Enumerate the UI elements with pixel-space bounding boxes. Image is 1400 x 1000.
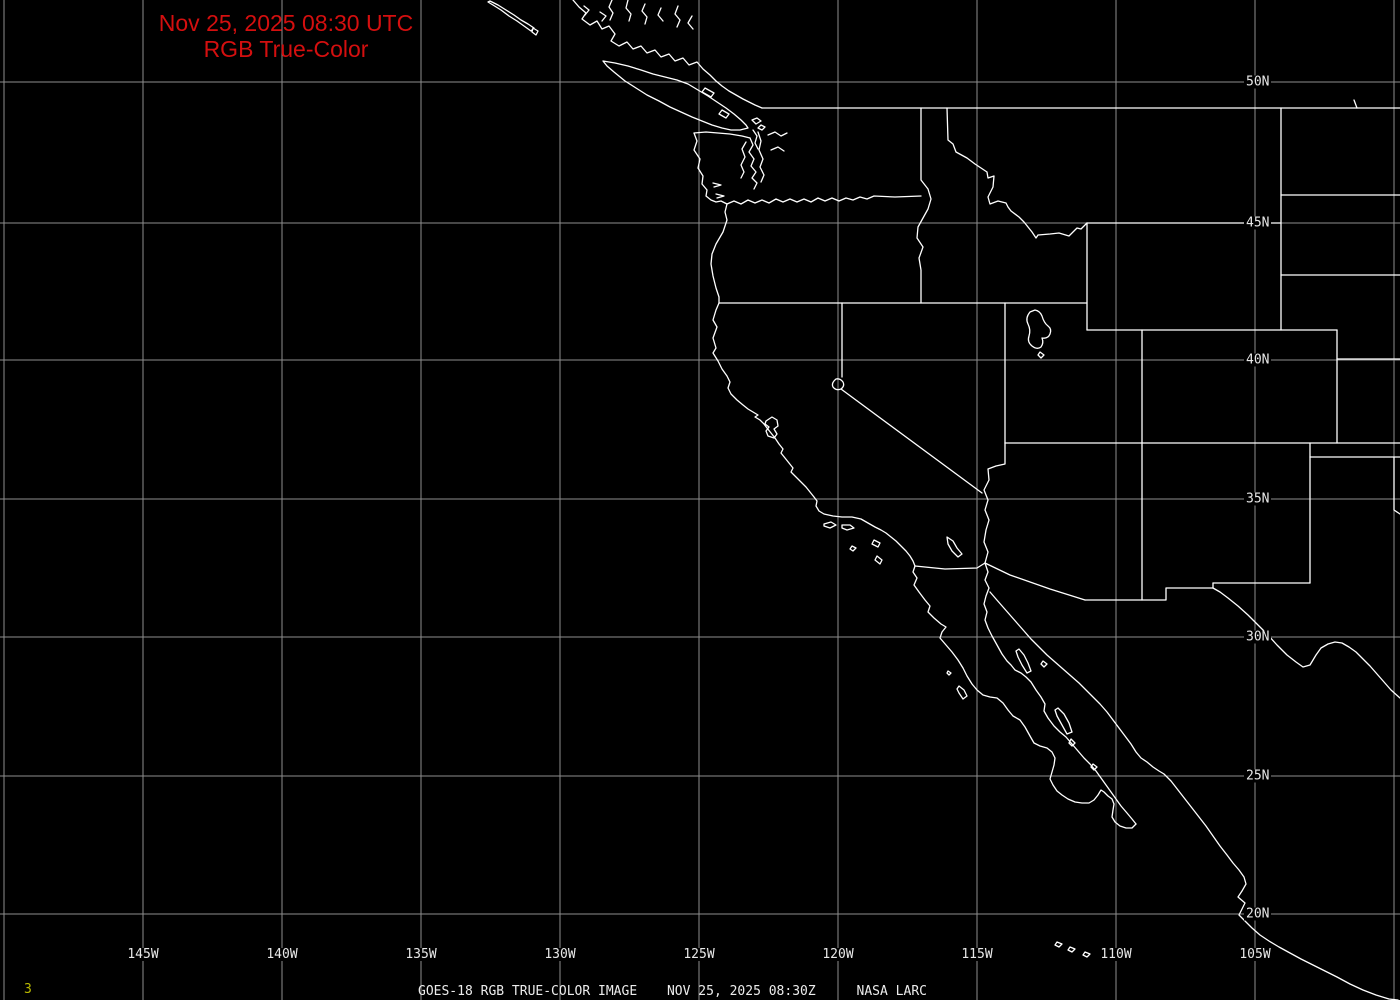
- latitude-label: 35N: [1244, 491, 1272, 507]
- wa-coast: [693, 132, 728, 205]
- bc-island-chain: [487, 0, 539, 36]
- latitude-label: 20N: [1244, 906, 1272, 922]
- gulf-of-california-islands: [1015, 648, 1098, 771]
- longitude-label: 130W: [542, 947, 578, 962]
- puget-sound: [740, 129, 765, 190]
- image-caption: GOES-18 RGB TRUE-COLOR IMAGE NOV 25, 202…: [418, 985, 927, 998]
- longitude-label: 115W: [959, 947, 995, 962]
- rio-grande: [1212, 587, 1400, 699]
- az-mexico-border: [984, 562, 1086, 601]
- bc-fjords: [583, 0, 694, 30]
- islas-marias: [1054, 941, 1091, 958]
- latitude-label: 45N: [1244, 215, 1272, 231]
- longitude-label: 105W: [1237, 947, 1273, 962]
- baja-gulf-coast: [983, 562, 1137, 825]
- tx-panhandle-100w: [1393, 456, 1400, 515]
- caption-datetime: NOV 25, 2025 08:30Z: [666, 984, 816, 999]
- longitude-label: 125W: [681, 947, 717, 962]
- puget-rivers: [767, 131, 788, 152]
- ca-nv-diagonal-border: [840, 388, 983, 494]
- caption-product: GOES-18 RGB TRUE-COLOR IMAGE: [418, 984, 638, 999]
- vancouver-island: [602, 60, 749, 131]
- us-mexico-border-ca: [914, 562, 986, 570]
- sonora-sinaloa-coast: [989, 591, 1399, 1000]
- nm-bootheel-border: [1084, 582, 1214, 601]
- longitude-label: 120W: [820, 947, 856, 962]
- caption-credit: NASA LARC: [856, 984, 927, 999]
- colorado-river-nv-az-ca: [983, 442, 1006, 564]
- latitude-label: 50N: [1244, 74, 1272, 90]
- salton-sea: [946, 536, 963, 558]
- latitude-label: 40N: [1244, 352, 1272, 368]
- cedros-island: [946, 670, 968, 700]
- channel-islands: [823, 521, 883, 565]
- or-ca-coast: [710, 203, 916, 567]
- columbia-river-wa-or-border: [726, 195, 922, 205]
- wa-id-border-snake-river: [916, 107, 932, 304]
- longitude-label: 135W: [403, 947, 439, 962]
- great-salt-lake: [1026, 309, 1052, 359]
- product-name-text: RGB True-Color: [203, 36, 369, 62]
- timestamp-overlay: Nov 25, 2025 08:30 UTC RGB True-Color: [150, 10, 422, 62]
- latitude-label: 30N: [1244, 629, 1272, 645]
- georgia-strait-islands: [701, 87, 766, 131]
- frame-number: 3: [24, 982, 32, 997]
- border-river-tick: [1353, 99, 1358, 109]
- longitude-label: 145W: [125, 947, 161, 962]
- san-francisco-bay: [764, 416, 779, 439]
- timestamp-text: Nov 25, 2025 08:30 UTC: [158, 10, 414, 36]
- bc-mainland-coast: [572, 0, 763, 109]
- longitude-label: 140W: [264, 947, 300, 962]
- id-mt-border: [946, 107, 1088, 239]
- olympic-peninsula-north-shore: [693, 131, 751, 139]
- longitude-label: 110W: [1098, 947, 1134, 962]
- baja-pacific-coast: [912, 565, 1137, 829]
- latitude-label: 25N: [1244, 768, 1272, 784]
